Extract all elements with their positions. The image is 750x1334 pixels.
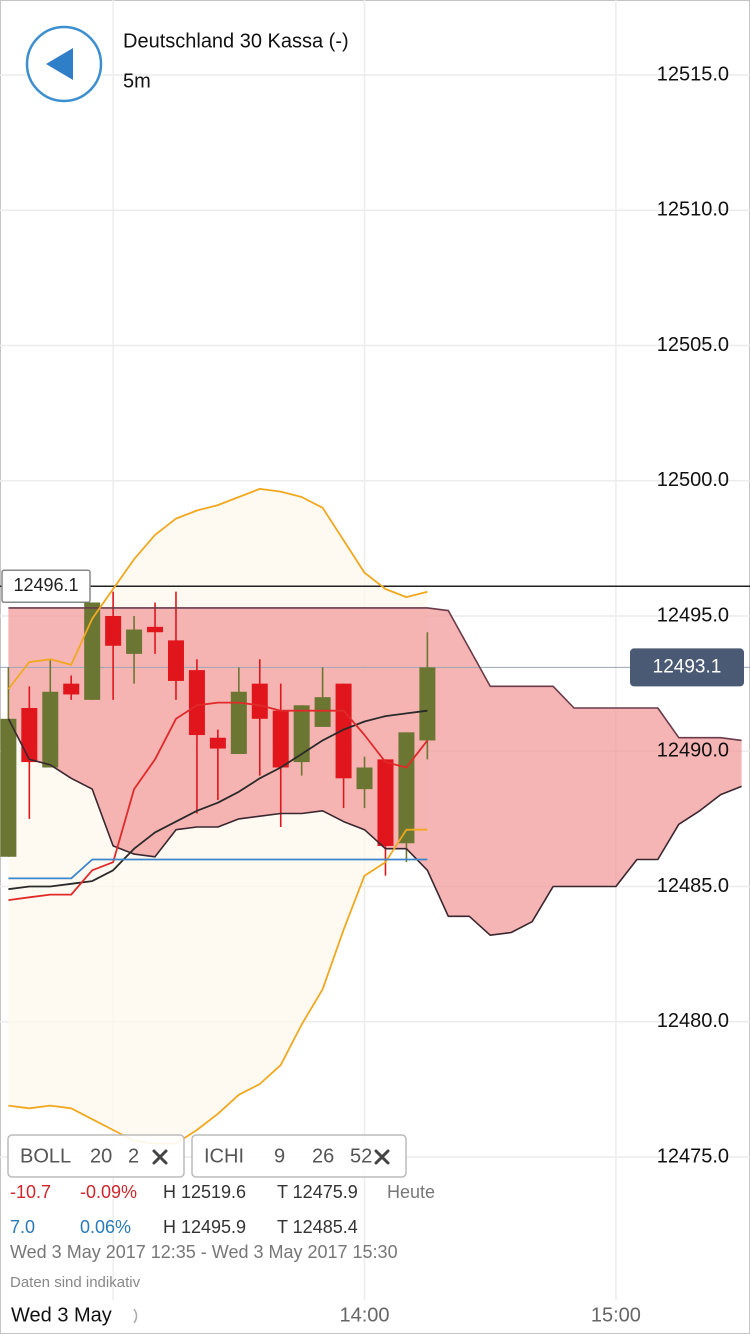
candle-body — [84, 602, 101, 700]
y-tick-label: 12475.0 — [657, 1145, 729, 1167]
stat-value: H 12519.6 — [163, 1182, 246, 1202]
y-tick-label: 12515.0 — [657, 63, 729, 85]
y-tick-label: 12505.0 — [657, 334, 729, 356]
bollinger-upper — [7, 488, 428, 690]
back-arrow[interactable] — [46, 48, 73, 80]
chart-title: Deutschland 30 Kassa (-) — [123, 30, 349, 52]
ichimoku-tenkan — [8, 701, 429, 901]
x-tick-label: 15:00 — [591, 1304, 641, 1326]
candle-body — [21, 707, 38, 763]
chart-interval: 5m — [123, 70, 151, 92]
candle-body — [377, 759, 394, 846]
indicator-param[interactable]: 52 — [350, 1145, 372, 1167]
y-tick-label: 12485.0 — [657, 875, 729, 897]
back-button[interactable] — [25, 25, 103, 103]
stat-value: -10.7 — [10, 1182, 51, 1202]
candle-body — [209, 737, 226, 749]
candle-body — [167, 640, 184, 681]
candle-body — [188, 670, 205, 736]
candle-body — [398, 732, 415, 844]
x-tick-label: 14:00 — [339, 1304, 389, 1326]
candle-body — [419, 667, 436, 741]
bollinger-lower — [8, 828, 428, 1145]
indicator-param[interactable]: 2 — [128, 1145, 139, 1167]
candle-body — [335, 683, 352, 779]
candle-body — [63, 683, 80, 695]
candle-body — [0, 718, 17, 857]
y-tick-label: 12480.0 — [657, 1010, 729, 1032]
bollinger-middle — [8, 709, 428, 891]
candle-body — [293, 705, 310, 763]
indicator-chip[interactable]: BOLL 20 2 — [7, 1134, 185, 1178]
candle-body — [314, 697, 331, 727]
plot: 12496.1 12493.1 12475.0 12480.0 12485.0 12490… — [0, 0, 750, 1300]
indicator-remove[interactable] — [374, 1149, 390, 1165]
x-date-label: Wed 3 May — [11, 1304, 112, 1326]
stat-value: Heute — [387, 1182, 435, 1202]
candle-body — [126, 629, 143, 654]
stat-value: T 12485.4 — [277, 1217, 358, 1237]
indicator-param[interactable]: 26 — [312, 1145, 334, 1167]
y-tick-label: 12490.0 — [657, 740, 729, 762]
candle-body — [147, 626, 164, 633]
price-label-box — [1, 569, 91, 604]
candle-body — [230, 691, 247, 754]
candle-body — [356, 767, 373, 790]
y-tick-label: 12500.0 — [657, 469, 729, 491]
stat-value: T 12475.9 — [277, 1182, 358, 1202]
y-tick-label: 12510.0 — [657, 199, 729, 221]
indicator-chip-box[interactable] — [191, 1134, 407, 1178]
indicator-remove[interactable] — [152, 1149, 168, 1165]
ichimoku-span-a — [8, 607, 742, 742]
indicator-param[interactable]: 9 — [274, 1145, 285, 1167]
ichimoku-kijun — [8, 858, 428, 880]
candle-body — [251, 683, 268, 719]
stat-value: 0.06% — [80, 1217, 131, 1237]
candle-body — [42, 691, 59, 768]
price-label: 12493.1 — [653, 656, 722, 677]
scroll-indicator — [133, 1308, 138, 1324]
disclaimer: Daten sind indikativ — [10, 1274, 141, 1291]
date-range: Wed 3 May 2017 12:35 - Wed 3 May 2017 15… — [10, 1242, 398, 1262]
price-label: 12496.1 — [13, 575, 78, 595]
indicator-param[interactable]: 20 — [90, 1145, 112, 1167]
indicator-chip[interactable]: ICHI 9 26 52 — [191, 1134, 407, 1178]
info-panel: BOLL 20 2 ICHI 9 26 52 -10.7 -0.09% H 12519.6 T 12… — [7, 1134, 435, 1291]
stat-value: 7.0 — [10, 1217, 35, 1237]
indicator-name[interactable]: BOLL — [20, 1145, 71, 1167]
stat-value: H 12495.9 — [163, 1217, 246, 1237]
candle-body — [272, 710, 289, 768]
candle-body — [105, 616, 122, 646]
price-label-box — [630, 648, 744, 687]
stat-value: -0.09% — [80, 1182, 137, 1202]
y-tick-label: 12495.0 — [657, 604, 729, 626]
indicator-name[interactable]: ICHI — [204, 1145, 244, 1167]
indicator-chip-box[interactable] — [7, 1134, 185, 1178]
